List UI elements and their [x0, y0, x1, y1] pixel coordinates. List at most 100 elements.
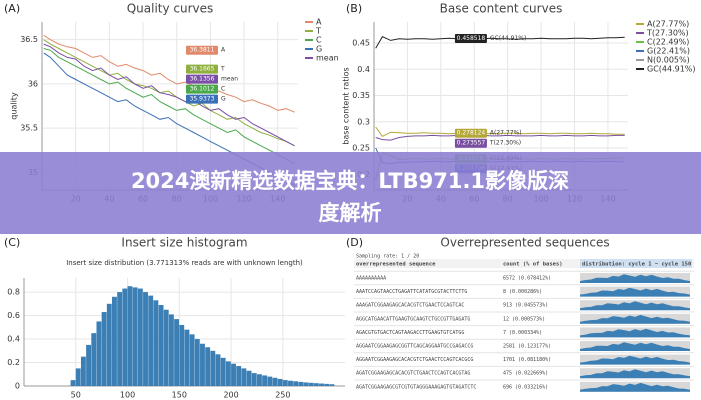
histogram-bar [148, 295, 154, 386]
table-cell: 2581 (0.123177%) [503, 344, 551, 350]
series-line [43, 39, 295, 147]
hover-name: T(27.30%) [489, 140, 521, 147]
legend-label: mean [316, 54, 339, 63]
histogram-bar [194, 339, 200, 386]
distribution-shape [580, 274, 690, 283]
histogram-bar [282, 380, 288, 386]
histogram-bar [241, 368, 247, 386]
chart-title: Base content curves [440, 2, 563, 16]
hover-name: A [221, 47, 226, 54]
table-cell: AGGAATCGGAAGAGCGGTTCAGCAGGAATGCCGAGACCG [356, 344, 473, 350]
x-tick-label: 250 [275, 391, 290, 400]
table-cell: AGGAATCGGAAGAGCACACGTCTGAACTCCAGTCACGCG [356, 357, 473, 363]
histogram-bar [262, 375, 268, 386]
histogram-bar [293, 381, 299, 386]
legend-label: T [315, 27, 321, 36]
histogram-bar [210, 350, 216, 386]
chart-subtitle: Insert size distribution (3.771313% read… [66, 259, 303, 267]
x-tick-label: 50 [71, 391, 81, 400]
distribution-shape [580, 382, 690, 392]
table-cell: AAATCCAGTAACCTGAGATTCATATGCGTACTTCTTG [356, 289, 467, 295]
histogram-bar [122, 288, 128, 386]
series-line [43, 43, 295, 147]
distribution-shape [580, 369, 690, 379]
chart-title: Insert size histogram [121, 236, 247, 250]
hover-box [454, 34, 487, 44]
hover-name: G [221, 96, 226, 103]
histogram-bar [324, 383, 330, 386]
y-tick-label: 0.25 [352, 144, 370, 153]
y-tick-label: 0.45 [352, 39, 370, 48]
table-cell: AGATCGGAAGAGCGTCGTGTAGGGAAAGAGTGTAGATCTC [356, 384, 476, 390]
histogram-bar [256, 374, 262, 386]
table-cell: 696 (0.033216%) [503, 384, 548, 390]
panel-label: (B) [346, 2, 362, 15]
histogram-bar [70, 380, 76, 386]
histogram-bar [174, 319, 180, 386]
histogram-bar [251, 373, 257, 386]
histogram-bar [163, 309, 169, 386]
y-tick-label: 0 [15, 382, 20, 391]
distribution-shape [580, 355, 690, 365]
histogram-bar [168, 314, 174, 386]
banner: 2024澳新精选数据宝典：LTB971.1影像版深 度解析 [0, 152, 701, 234]
table-cell: AAAAAAAAAA [356, 276, 386, 282]
histogram-bar [86, 344, 92, 386]
panel-label: (C) [4, 236, 20, 249]
hover-value: 36.3811 [190, 47, 215, 54]
table-cell: AGATCGGAAGAGCACACGTCTGAACTCCAGTCACGTAG [356, 371, 470, 377]
histogram-bar [117, 292, 123, 386]
series-line [375, 134, 625, 141]
hover-box [186, 74, 218, 84]
legend-label: A [316, 18, 322, 27]
x-tick-label: 150 [172, 391, 187, 400]
hover-box [454, 138, 487, 148]
banner-line: 度解析 [319, 201, 382, 225]
y-axis-title: quality [10, 92, 19, 120]
hover-value: 0.458518 [457, 35, 486, 42]
histogram-bar [220, 357, 226, 386]
histogram-bar [106, 303, 112, 386]
y-tick-label: 0.3 [357, 117, 370, 126]
hover-name: C [221, 86, 225, 93]
distribution-shape [580, 314, 690, 324]
hover-name: GC(44.91%) [490, 35, 526, 42]
histogram-bar [112, 296, 117, 386]
y-tick-label: 0.4 [7, 335, 20, 344]
histogram-bar [101, 312, 107, 386]
column-header: overrepresented sequence [356, 262, 436, 268]
hover-box [186, 64, 218, 74]
x-tick-label: 100 [120, 391, 135, 400]
table-cell: 8 (0.000286%) [503, 289, 542, 295]
histogram-bar [137, 288, 143, 386]
y-tick-label: 0.8 [7, 288, 20, 297]
y-tick-label: 35.5 [20, 124, 38, 133]
column-header: distribution: cycle 1 ~ cycle 150 [582, 262, 691, 268]
histogram-bar [132, 287, 138, 386]
histogram-bar [313, 383, 319, 386]
histogram-bar [298, 381, 304, 386]
hover-value: 36.1665 [190, 66, 215, 73]
hover-name: T [220, 66, 225, 73]
y-tick-label: 0.6 [7, 311, 20, 320]
histogram-bar [96, 321, 102, 386]
table-cell: 7 (0.000334%) [503, 330, 542, 336]
banner-line: 2024澳新精选数据宝典：LTB971.1影像版深 [131, 169, 569, 193]
histogram-bar [143, 292, 148, 386]
distribution-shape [580, 342, 690, 351]
histogram-bar [91, 333, 97, 386]
legend-label: N(0.005%) [647, 56, 690, 65]
hover-name: mean [221, 76, 238, 83]
histogram-bar [189, 334, 195, 386]
hover-value: 0.273557 [457, 140, 486, 147]
histogram-bar [158, 305, 164, 386]
table-cell: AGACGTGTGACTCAGTAAGACCTTGAAGTGTCATGG [356, 330, 464, 336]
histogram-bar [205, 347, 211, 386]
distribution-shape [580, 301, 690, 311]
legend-label: A(27.77%) [647, 20, 689, 29]
chart-title: Quality curves [127, 2, 214, 16]
legend-label: GC(44.91%) [647, 65, 696, 74]
hover-box [454, 128, 487, 138]
series-line [375, 126, 625, 138]
